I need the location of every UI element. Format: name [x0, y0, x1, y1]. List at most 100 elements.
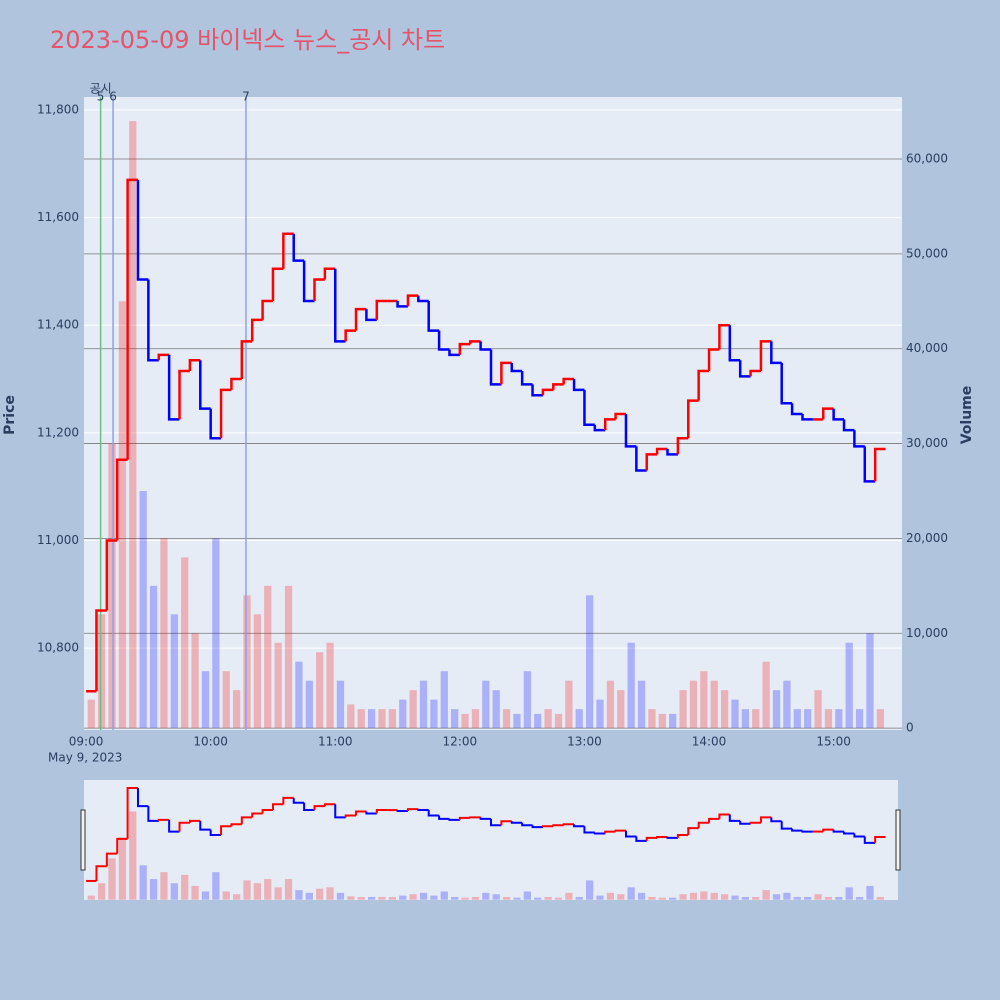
slider-volume-bar	[700, 891, 708, 900]
slider-volume-bar	[336, 892, 345, 900]
volume-bar	[170, 614, 178, 729]
price-step	[593, 424, 606, 432]
slider-volume-bar	[295, 890, 303, 900]
slider-volume-bar	[554, 897, 563, 900]
slider-price-step	[220, 825, 232, 835]
slider-price-step	[843, 831, 855, 835]
volume-bar	[534, 713, 542, 729]
price-step	[375, 299, 388, 320]
price-step	[417, 295, 429, 303]
slider-volume-bar	[212, 872, 220, 900]
slider-volume-bar	[772, 894, 781, 900]
slider-price-step	[780, 821, 793, 830]
volume-bar	[752, 709, 760, 729]
slider-price-step	[635, 836, 647, 842]
price-step	[219, 388, 232, 439]
x-tick-label: 11:00	[318, 735, 353, 749]
volume-bar	[326, 642, 334, 729]
volume-bar	[876, 709, 884, 729]
slider-price-step	[230, 823, 242, 827]
x-tick-label: 12:00	[443, 735, 478, 749]
volume-bar	[149, 585, 158, 729]
slider-volume-bar	[471, 896, 480, 900]
slider-price-step	[240, 816, 253, 825]
y2-tick-label: 50,000	[906, 246, 948, 260]
volume-bar	[160, 538, 168, 729]
price-step	[666, 449, 678, 456]
volume-bar	[274, 642, 282, 729]
volume-bar	[575, 709, 583, 729]
price-step	[323, 267, 336, 280]
volume-bar	[793, 709, 801, 729]
volume-bar	[357, 709, 365, 729]
slider-handle-right[interactable]	[895, 809, 901, 871]
price-step	[676, 437, 689, 455]
price-step	[541, 388, 554, 396]
slider-price-step	[687, 827, 699, 835]
slider-price-step	[168, 819, 180, 833]
price-step	[770, 341, 782, 365]
x-tick-label: 13:00	[567, 735, 602, 749]
slider-volume-bar	[648, 896, 656, 900]
slider-volume-bar	[783, 892, 791, 900]
volume-bar	[824, 709, 833, 729]
price-step	[842, 419, 855, 432]
price-step	[552, 383, 564, 390]
volume-bar	[212, 538, 220, 729]
price-step	[115, 458, 128, 541]
price-step	[188, 358, 201, 371]
price-step	[157, 353, 170, 361]
volume-bar	[804, 709, 812, 729]
chart-title: 2023-05-09 바이넥스 뉴스_공시 차트	[50, 26, 445, 54]
price-step	[655, 447, 668, 455]
slider-price-step	[552, 824, 564, 827]
volume-bar	[98, 614, 106, 729]
slider-volume-bar	[149, 879, 158, 900]
slider-volume-bar	[741, 896, 750, 900]
y2-tick-label: 60,000	[906, 152, 948, 166]
y2-tick-label: 30,000	[906, 436, 948, 450]
volume-bar	[586, 595, 594, 729]
slider-volume-bar	[222, 891, 230, 900]
volume-bar	[409, 690, 417, 729]
price-step	[873, 447, 886, 482]
slider-price-step	[770, 817, 782, 823]
volume-bar	[565, 680, 573, 729]
y-tick-label: 10,800	[37, 641, 79, 655]
volume-bar	[201, 671, 210, 729]
volume-bar	[316, 652, 324, 729]
volume-bar	[523, 671, 531, 729]
y2-tick-label: 0	[906, 721, 914, 735]
price-step	[178, 369, 190, 420]
volume-bar	[139, 490, 147, 729]
slider-volume-bar	[129, 811, 137, 900]
slider-volume-bar	[181, 874, 189, 900]
slider-price-step	[656, 835, 668, 838]
price-step	[687, 399, 699, 439]
slider-price-step	[666, 836, 678, 839]
slider-volume-bar	[845, 887, 853, 900]
slider-price-step	[521, 822, 533, 827]
slider-volume-bar	[139, 865, 147, 900]
price-step	[500, 361, 512, 385]
x-tick-label: 14:00	[692, 735, 727, 749]
slider-volume-bar	[305, 892, 313, 900]
volume-bar	[741, 709, 750, 729]
volume-bar	[502, 709, 511, 729]
volume-bar	[513, 713, 521, 729]
event-label: 6	[109, 90, 117, 104]
slider-volume-bar	[482, 892, 490, 900]
slider-volume-bar	[232, 894, 241, 900]
x-tick-label: 09:00	[69, 735, 104, 749]
y-tick-label: 11,600	[37, 210, 79, 224]
price-step	[749, 369, 761, 377]
slider-price-step	[292, 797, 305, 804]
range-slider[interactable]	[84, 780, 898, 900]
price-step	[105, 539, 118, 611]
slider-price-step	[261, 809, 273, 814]
price-step	[240, 340, 253, 380]
slider-handle-left[interactable]	[80, 809, 86, 871]
y2-tick-label: 40,000	[906, 341, 948, 355]
slider-volume-bar	[87, 895, 95, 900]
slider-volume-bar	[118, 837, 127, 900]
